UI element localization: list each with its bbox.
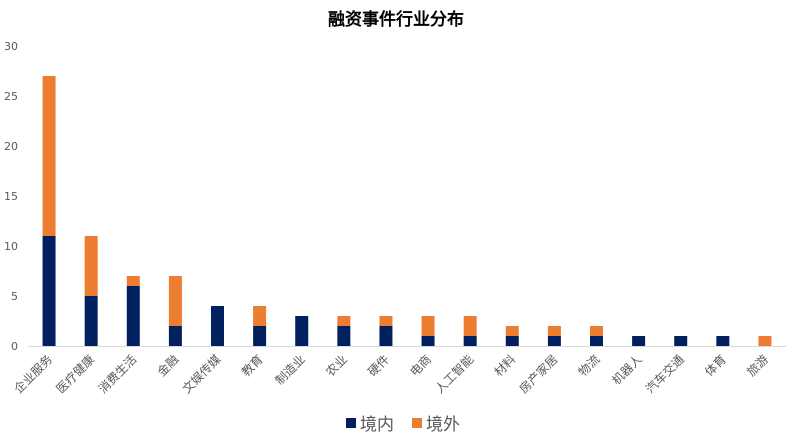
x-tick-label: 机器人 (609, 352, 644, 387)
x-tick-label: 物流 (576, 352, 603, 379)
x-tick-label: 房产家居 (516, 352, 561, 397)
y-tick-label: 10 (4, 240, 18, 253)
x-tick-label: 电商 (407, 352, 435, 380)
x-tick-label: 材料 (492, 352, 519, 379)
x-tick-label: 人工智能 (432, 352, 477, 397)
y-tick-label: 0 (11, 340, 18, 353)
bar-segment-domestic (716, 336, 730, 346)
x-axis-labels: 企业服务医疗健康消费生活 金融文娱传媒 教育 制造业 农业 硬件 电商人工智能 材料房产家居物… (11, 352, 771, 397)
x-tick-label: 汽车交通 (642, 352, 687, 397)
bars (42, 76, 772, 346)
bar-segment-domestic (295, 316, 309, 346)
bar-segment-domestic (590, 336, 603, 346)
x-tick-label: 教育 (238, 352, 266, 380)
x-tick-label: 消费生活 (96, 352, 140, 396)
bar-segment-overseas (253, 306, 267, 326)
bar-segment-domestic (379, 326, 393, 346)
bar-segment-overseas (421, 316, 435, 336)
bar-segment-overseas (126, 276, 140, 286)
bar-segment-overseas (547, 326, 561, 336)
x-tick-label: 企业服务 (11, 352, 56, 397)
y-axis-ticks: 0 5 10 15 20 25 30 (4, 40, 18, 353)
bar-segment-domestic (253, 326, 267, 346)
bar-segment-domestic (168, 326, 182, 346)
x-tick-label: 体育 (701, 352, 729, 380)
legend-swatch (346, 418, 356, 428)
legend-swatch (412, 418, 422, 428)
bar-segment-overseas (379, 316, 393, 326)
x-tick-label: 旅游 (744, 352, 771, 379)
y-tick-label: 25 (4, 90, 18, 103)
bar-segment-domestic (632, 336, 646, 346)
bar-segment-domestic (547, 336, 561, 346)
bar-segment-domestic (42, 236, 56, 346)
bar-segment-overseas (758, 336, 772, 346)
bar-segment-overseas (42, 76, 56, 236)
bar-segment-domestic (337, 326, 351, 346)
bar-segment-domestic (674, 336, 688, 346)
x-tick-label: 文娱传媒 (179, 352, 224, 397)
x-tick-label: 金融 (154, 352, 182, 380)
bar-segment-domestic (505, 336, 519, 346)
bar-segment-domestic (211, 306, 224, 346)
bar-segment-overseas (337, 316, 351, 326)
x-tick-label: 医疗健康 (53, 352, 98, 397)
bar-segment-domestic (126, 286, 140, 346)
bar-segment-domestic (463, 336, 477, 346)
y-tick-label: 15 (4, 190, 18, 203)
legend-label: 境外 (426, 415, 460, 435)
bar-segment-overseas (168, 276, 182, 326)
bar-segment-overseas (590, 326, 603, 336)
bar-segment-overseas (505, 326, 519, 336)
y-tick-label: 20 (4, 140, 18, 153)
legend-label: 境内 (360, 415, 394, 435)
bar-segment-domestic (421, 336, 435, 346)
x-tick-label: 农业 (323, 352, 350, 379)
y-tick-label: 30 (4, 40, 18, 53)
bar-segment-overseas (463, 316, 477, 336)
x-tick-label: 制造业 (272, 352, 307, 387)
legend: 境内 境外 (346, 415, 460, 435)
bar-segment-domestic (84, 296, 98, 346)
y-tick-label: 5 (11, 290, 18, 303)
chart-title: 融资事件行业分布 (328, 9, 464, 30)
bar-segment-overseas (84, 236, 98, 296)
x-tick-label: 硬件 (365, 352, 392, 379)
